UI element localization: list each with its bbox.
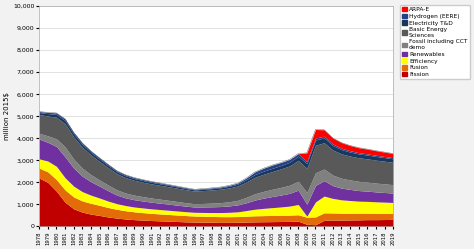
Y-axis label: million 2015$: million 2015$ [4,92,10,140]
Legend: ARPA-E, Hydrogen (EERE), Electricity T&D, Basic Energy
Sciences, Fossil includin: ARPA-E, Hydrogen (EERE), Electricity T&D… [400,5,470,79]
